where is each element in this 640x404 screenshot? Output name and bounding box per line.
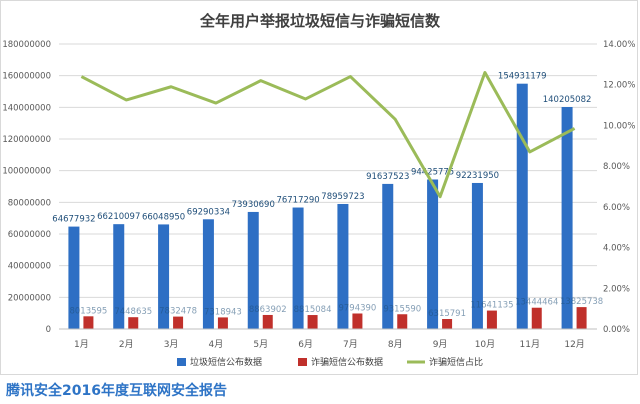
bar-value-label: 73930690: [232, 200, 275, 210]
bar-value-label: 92231950: [456, 171, 499, 181]
bar-value-label: 154931179: [498, 72, 547, 82]
chart-title: 全年用户举报垃圾短信与诈骗短信数: [199, 12, 441, 30]
legend-swatch: [298, 358, 307, 366]
bar-诈骗短信公布数据: [262, 314, 273, 329]
bar-value-label: 9794390: [338, 303, 376, 313]
x-tick-label: 10月: [475, 339, 495, 350]
bar-诈骗短信公布数据: [576, 307, 587, 329]
y-left-tick-label: 160000000: [2, 72, 51, 82]
bar-垃圾短信公布数据: [427, 179, 439, 329]
bar-value-label: 6315791: [428, 309, 466, 319]
y-left-tick-label: 140000000: [2, 103, 51, 113]
bar-诈骗短信公布数据: [173, 316, 184, 329]
x-tick-label: 4月: [209, 339, 224, 350]
bar-垃圾短信公布数据: [471, 182, 483, 329]
bar-垃圾短信公布数据: [337, 203, 349, 329]
x-tick-label: 1月: [74, 339, 89, 350]
bar-value-label: 94425775: [411, 167, 454, 177]
y-left-tick-label: 40000000: [8, 262, 51, 272]
bar-诈骗短信公布数据: [486, 310, 497, 329]
legend-label: 诈骗短信占比: [429, 356, 483, 368]
bar-垃圾短信公布数据: [382, 183, 394, 329]
bar-value-label: 8013595: [69, 306, 107, 316]
bar-垃圾短信公布数据: [158, 224, 170, 329]
bar-value-label: 69290334: [187, 207, 230, 217]
bar-垃圾短信公布数据: [292, 207, 304, 329]
bar-诈骗短信公布数据: [307, 315, 318, 329]
legend-label: 垃圾短信公布数据: [190, 356, 262, 368]
bar-value-label: 66210097: [97, 212, 140, 222]
y-right-tick-label: 2.00%: [603, 284, 630, 294]
report-footer: 腾讯安全2016年度互联网安全报告: [6, 383, 227, 399]
x-tick-label: 7月: [343, 339, 358, 350]
bar-垃圾短信公布数据: [247, 211, 259, 329]
y-left-tick-label: 80000000: [8, 198, 51, 208]
y-left-tick-label: 60000000: [8, 230, 51, 240]
bar-垃圾短信公布数据: [68, 226, 80, 329]
bar-value-label: 91637523: [366, 172, 409, 182]
x-tick-label: 3月: [164, 339, 179, 350]
legend-swatch: [177, 358, 186, 366]
y-left-tick-label: 0: [46, 325, 51, 335]
bar-诈骗短信公布数据: [531, 307, 542, 329]
x-tick-label: 12月: [564, 339, 584, 350]
bar-value-label: 64677932: [52, 215, 95, 225]
bar-诈骗短信公布数据: [128, 317, 139, 329]
bar-value-label: 7318943: [204, 307, 242, 317]
chart-frame: 全年用户举报垃圾短信与诈骗短信数 0 20000000 40000000 6000000…: [0, 0, 638, 375]
line-诈骗短信占比: [80, 71, 576, 199]
y-left-tick-label: 180000000: [2, 40, 51, 50]
x-tick-label: 8月: [388, 339, 403, 350]
bar-value-label: 9315590: [383, 304, 421, 314]
bar-value-label: 76717290: [276, 196, 319, 206]
chart: 全年用户举报垃圾短信与诈骗短信数 0 20000000 40000000 6000000…: [2, 12, 635, 368]
bar-value-label: 66048950: [142, 212, 185, 222]
bar-value-label: 13444464: [515, 298, 558, 308]
x-tick-label: 9月: [433, 339, 448, 350]
y-right-tick-label: 0.00%: [603, 325, 630, 335]
x-tick-label: 2月: [119, 339, 134, 350]
y-left-tick-label: 120000000: [2, 135, 51, 145]
bar-value-label: 7832478: [159, 307, 197, 317]
bar-诈骗短信公布数据: [83, 316, 94, 329]
y-left-tick-label: 100000000: [2, 167, 51, 177]
y-right-tick-label: 8.00%: [603, 162, 630, 172]
bar-诈骗短信公布数据: [442, 319, 453, 329]
x-tick-label: 11月: [520, 339, 540, 350]
bar-value-label: 140205082: [543, 95, 592, 105]
bar-垃圾短信公布数据: [202, 219, 214, 329]
y-right-tick-label: 4.00%: [603, 244, 630, 254]
bar-value-label: 8815084: [294, 305, 332, 315]
legend-label: 诈骗短信公布数据: [311, 356, 383, 368]
x-tick-label: 5月: [253, 339, 268, 350]
y-left-tick-label: 20000000: [8, 293, 51, 303]
y-right-tick-label: 14.00%: [603, 40, 635, 50]
x-tick-label: 6月: [298, 339, 313, 350]
y-right-tick-label: 6.00%: [603, 203, 630, 213]
bar-value-label: 8863902: [249, 305, 287, 315]
y-right-tick-label: 12.00%: [603, 81, 635, 91]
bar-垃圾短信公布数据: [516, 83, 528, 330]
bar-value-label: 11641135: [470, 301, 513, 311]
bar-诈骗短信公布数据: [217, 317, 228, 329]
bar-value-label: 78959723: [321, 192, 364, 202]
bar-诈骗短信公布数据: [397, 314, 408, 329]
bar-诈骗短信公布数据: [352, 313, 363, 329]
bar-value-label: 13825738: [560, 297, 603, 307]
y-right-tick-label: 10.00%: [603, 121, 635, 131]
bar-垃圾短信公布数据: [561, 107, 573, 329]
bar-垃圾短信公布数据: [113, 224, 125, 329]
bar-value-label: 7448635: [114, 307, 152, 317]
